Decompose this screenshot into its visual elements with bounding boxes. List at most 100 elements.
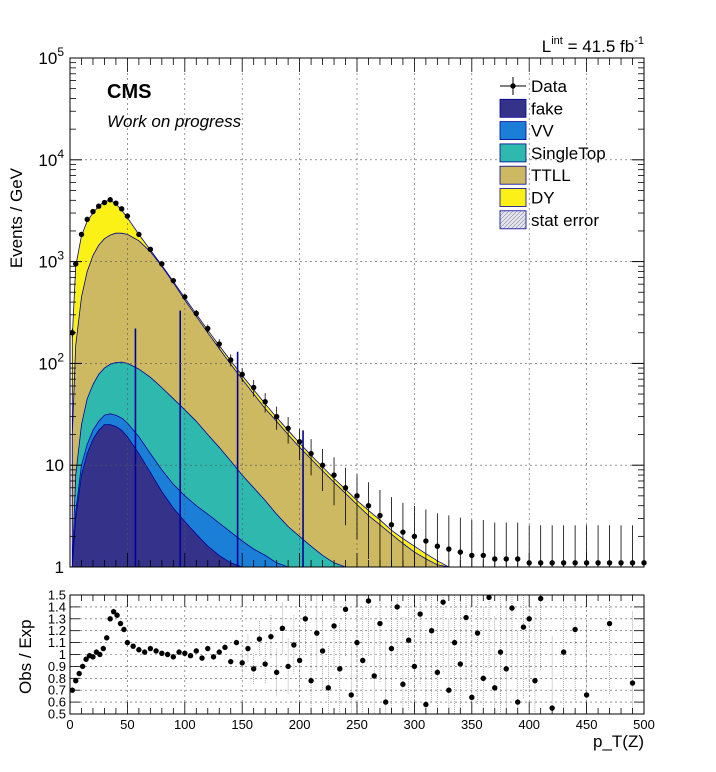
ratio-point xyxy=(193,648,199,654)
data-point xyxy=(159,261,165,267)
ratio-point xyxy=(457,661,464,667)
data-point xyxy=(400,529,406,535)
data-point xyxy=(388,522,395,528)
ratio-point xyxy=(114,612,120,618)
main-x-ticks xyxy=(69,58,645,567)
data-point xyxy=(73,261,79,267)
ratio-point xyxy=(572,626,578,633)
ratio-point xyxy=(79,663,86,670)
data-point xyxy=(250,384,257,391)
ratio-point xyxy=(560,649,567,655)
data-point xyxy=(515,556,521,562)
x-tick-label: 250 xyxy=(346,717,368,732)
ratio-point xyxy=(331,623,337,629)
legend: Data fake VV SingleTop TTLL DY stat error xyxy=(499,77,606,230)
ratio-point xyxy=(319,648,326,654)
x-tick-label: 50 xyxy=(120,717,134,732)
ratio-point xyxy=(239,660,245,666)
ratio-point xyxy=(296,657,303,664)
y-tick-label: 102 xyxy=(38,350,64,373)
data-point xyxy=(124,213,131,219)
ratio-point xyxy=(273,669,280,676)
ratio-point xyxy=(497,649,504,655)
ratio-point xyxy=(302,616,309,622)
x-tick-label: 350 xyxy=(461,717,483,732)
ratio-point xyxy=(216,649,222,655)
legend-swatch-ttll xyxy=(499,165,527,185)
ratio-point xyxy=(205,645,211,652)
legend-label: Data xyxy=(531,77,567,96)
ratio-point xyxy=(199,655,205,661)
ratio-point xyxy=(383,699,389,705)
ratio-point xyxy=(228,658,234,665)
ratio-point xyxy=(73,677,79,684)
data-point xyxy=(342,485,349,491)
ratio-point xyxy=(532,677,538,684)
x-tick-label: 300 xyxy=(404,717,426,732)
ratio-y-axis-label: Obs / Exp xyxy=(16,619,35,694)
ratio-point xyxy=(314,630,320,636)
ratio-point xyxy=(451,639,458,646)
ratio-point xyxy=(76,670,82,677)
ratio-point xyxy=(117,620,124,627)
data-point xyxy=(205,325,211,332)
ratio-point xyxy=(348,692,354,698)
legend-label: VV xyxy=(531,122,554,141)
ratio-y-tick-label: 0.7 xyxy=(48,683,66,698)
data-point xyxy=(216,341,222,347)
data-point xyxy=(170,277,177,284)
data-point xyxy=(285,425,291,432)
x-tick-label: 500 xyxy=(633,717,655,732)
ratio-point xyxy=(176,649,182,655)
ratio-y-tick-label: 1.2 xyxy=(48,623,66,638)
ratio-point xyxy=(233,639,240,646)
ratio-point xyxy=(337,666,343,672)
luminosity-label: Lint = 41.5 fb-1 xyxy=(542,35,644,56)
ratio-point xyxy=(503,666,509,672)
ratio-point xyxy=(388,645,395,652)
y-tick-label: 104 xyxy=(38,147,64,170)
data-point xyxy=(136,231,142,238)
ratio-point xyxy=(222,644,228,651)
ratio-y-tick-label: 0.5 xyxy=(48,707,66,722)
ratio-point xyxy=(486,594,492,601)
y-tick-label: 103 xyxy=(38,249,64,272)
ratio-x-axis: 0 50 100 150 200 250 300 350 400 450 500 xyxy=(66,595,655,732)
ratio-point xyxy=(440,599,446,605)
ratio-point xyxy=(285,663,291,670)
data-point xyxy=(411,533,418,540)
ratio-point xyxy=(405,637,412,643)
x-axis-label: p_T(Z) xyxy=(593,732,644,751)
ratio-point xyxy=(97,651,103,658)
ratio-point xyxy=(492,685,498,691)
data-point xyxy=(446,546,452,552)
data-point xyxy=(354,493,360,499)
data-point xyxy=(228,357,234,363)
ratio-point xyxy=(256,636,263,642)
single-bin-spikes xyxy=(134,310,304,567)
data-point xyxy=(101,199,108,206)
x-tick-label: 200 xyxy=(289,717,311,732)
ratio-point xyxy=(130,643,136,649)
data-point xyxy=(423,538,429,544)
legend-swatch-vv xyxy=(499,121,527,140)
ratio-point xyxy=(509,605,515,611)
ratio-point xyxy=(377,620,383,627)
x-tick-label: 100 xyxy=(174,717,196,732)
ratio-point xyxy=(520,624,527,630)
data-point xyxy=(78,231,85,238)
ratio-y-tick-label: 0.9 xyxy=(48,659,66,674)
data-point xyxy=(239,371,245,378)
data-point xyxy=(480,552,486,559)
data-point xyxy=(96,203,102,209)
ratio-point xyxy=(583,692,590,698)
ratio-y-axis: 0.50.60.70.80.911.11.21.31.41.5 xyxy=(48,588,644,722)
data-point xyxy=(118,206,125,212)
ratio-point xyxy=(446,687,452,693)
ratio-point xyxy=(100,645,106,652)
ratio-point xyxy=(90,654,96,660)
ratio-point xyxy=(136,647,142,653)
ratio-y-tick-label: 0.6 xyxy=(48,695,66,710)
ratio-point xyxy=(428,628,435,634)
